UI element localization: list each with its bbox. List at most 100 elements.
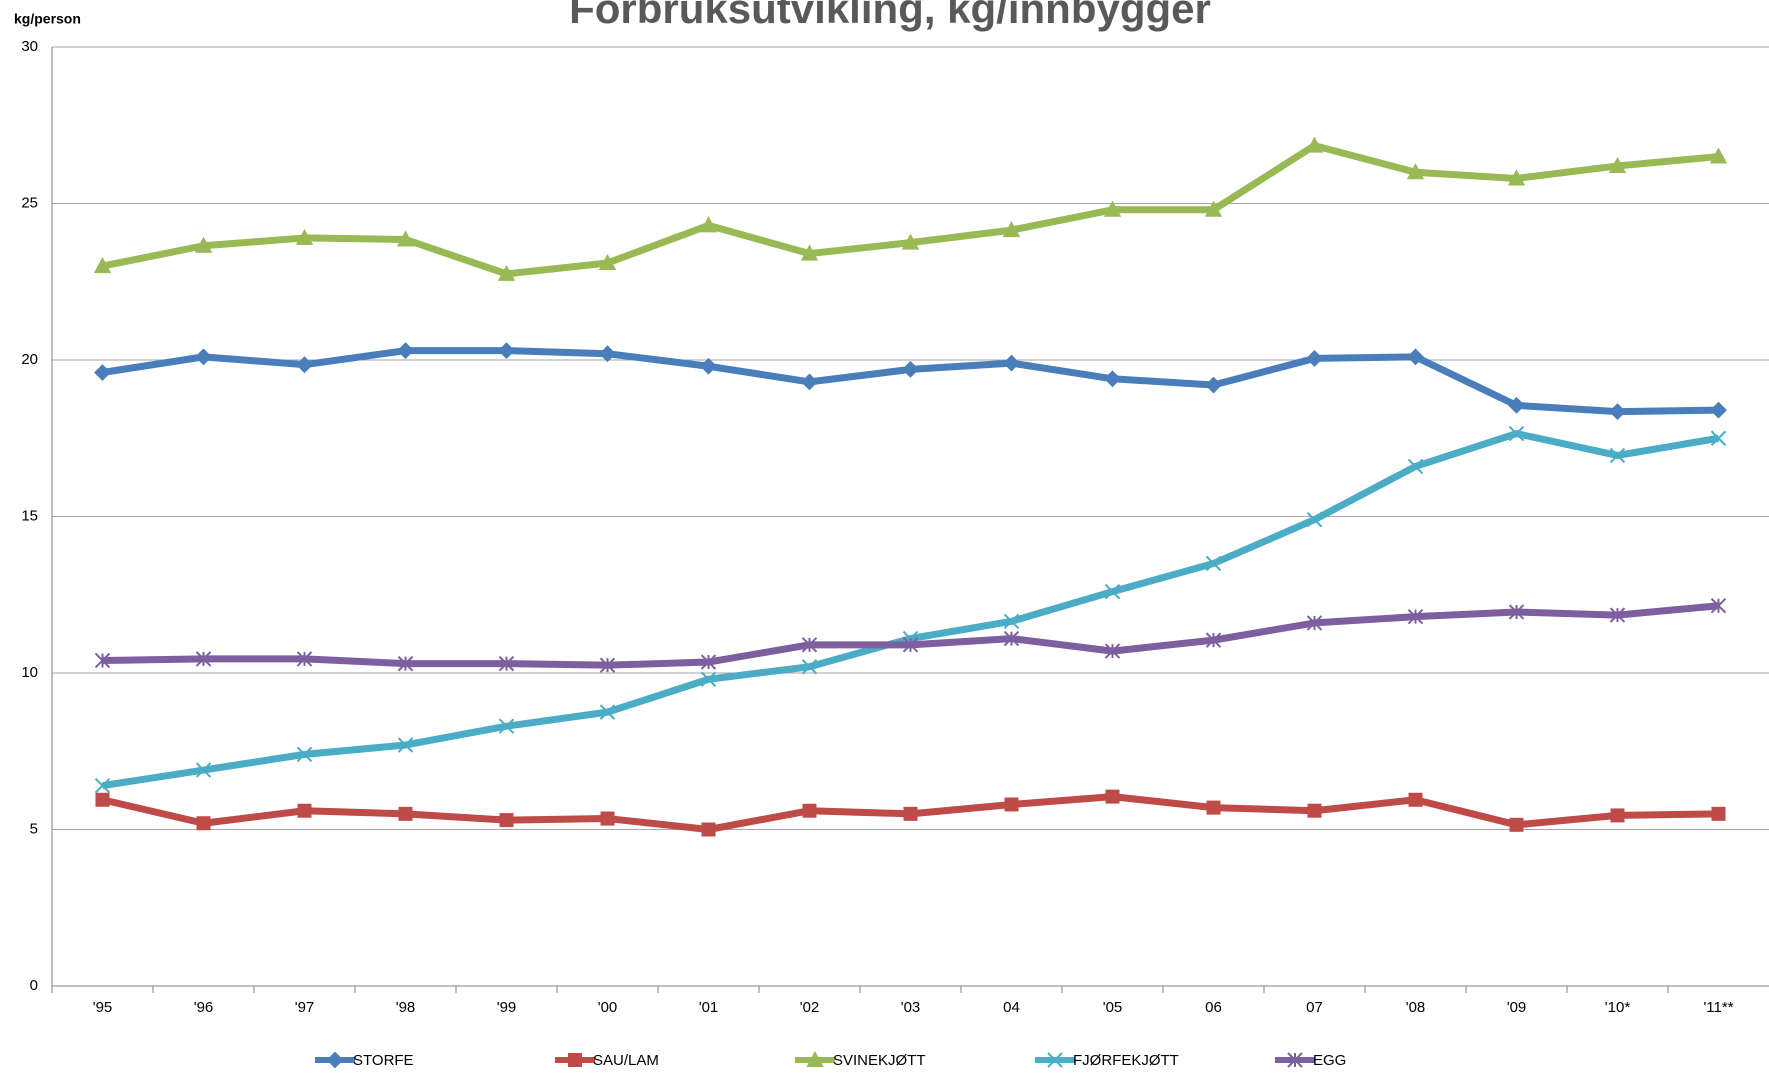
- marker: [398, 806, 413, 821]
- marker: [95, 792, 110, 807]
- marker: [1711, 806, 1726, 821]
- x-tick-label: '99: [497, 999, 517, 1016]
- y-tick-label: 20: [21, 351, 38, 368]
- marker: [94, 777, 111, 794]
- marker: [1103, 200, 1122, 217]
- marker: [94, 364, 111, 381]
- marker: [1205, 376, 1222, 394]
- marker: [396, 230, 415, 247]
- marker: [700, 671, 717, 687]
- marker: [1709, 147, 1728, 164]
- marker: [195, 651, 212, 667]
- marker: [1609, 607, 1626, 623]
- series: [94, 425, 1727, 794]
- marker: [498, 342, 515, 360]
- marker: [1407, 458, 1424, 475]
- marker: [800, 244, 819, 261]
- line: [101, 430, 1720, 790]
- chart-title: Forbruksutvikling, kg/innbygger: [569, 0, 1211, 32]
- legend-label: STORFE: [353, 1052, 414, 1069]
- marker: [1508, 396, 1525, 414]
- marker: [1408, 792, 1423, 807]
- marker: [1710, 597, 1727, 614]
- marker: [568, 1053, 582, 1067]
- marker: [93, 256, 112, 274]
- y-tick-label: 5: [30, 820, 38, 837]
- marker: [296, 356, 313, 374]
- marker: [195, 762, 212, 778]
- marker: [1609, 403, 1626, 421]
- marker: [801, 659, 818, 675]
- series: [94, 342, 1727, 421]
- marker: [1287, 1052, 1303, 1068]
- marker: [1305, 136, 1324, 153]
- marker: [902, 637, 919, 653]
- x-tick-label: 07: [1306, 999, 1323, 1016]
- marker: [196, 816, 211, 831]
- marker: [806, 1050, 824, 1067]
- marker: [700, 654, 717, 670]
- marker: [1104, 583, 1121, 600]
- series: [94, 597, 1727, 673]
- marker: [802, 803, 817, 818]
- marker: [1204, 200, 1223, 217]
- marker: [599, 704, 616, 720]
- marker: [901, 233, 920, 250]
- marker: [1002, 220, 1021, 238]
- x-tick-label: '09: [1507, 999, 1527, 1016]
- marker: [599, 657, 616, 673]
- legend-label: SAU/LAM: [593, 1052, 659, 1069]
- x-tick-label: '05: [1103, 999, 1123, 1016]
- series: [95, 789, 1726, 837]
- x-tick-label: '00: [598, 999, 618, 1016]
- marker: [326, 1051, 344, 1069]
- legend-label: SVINEKJØTT: [833, 1052, 926, 1069]
- marker: [1003, 613, 1020, 630]
- marker: [397, 737, 414, 753]
- marker: [1004, 797, 1019, 812]
- marker: [1306, 511, 1323, 528]
- marker: [1104, 643, 1121, 659]
- y-tick-label: 0: [30, 977, 38, 994]
- marker: [498, 718, 515, 734]
- marker: [94, 652, 111, 669]
- marker: [498, 655, 515, 672]
- marker: [1307, 803, 1322, 818]
- marker: [1306, 615, 1323, 631]
- x-tick-label: 06: [1205, 999, 1222, 1016]
- marker: [1205, 632, 1222, 648]
- marker: [1508, 425, 1525, 442]
- x-tick-label: '02: [800, 999, 820, 1016]
- marker: [295, 228, 314, 245]
- marker: [1003, 630, 1020, 647]
- marker: [1406, 163, 1425, 180]
- x-tick-label: '08: [1406, 999, 1426, 1016]
- marker: [1105, 789, 1120, 804]
- x-tick-label: '97: [295, 999, 315, 1016]
- marker: [902, 360, 919, 378]
- x-tick-label: '96: [194, 999, 214, 1016]
- x-tick-label: 04: [1003, 999, 1020, 1016]
- marker: [1407, 348, 1424, 366]
- marker: [801, 637, 818, 653]
- x-tick-label: '03: [901, 999, 921, 1016]
- marker: [296, 651, 313, 667]
- x-tick-label: '10*: [1605, 999, 1631, 1016]
- marker: [1407, 608, 1424, 625]
- y-tick-label: 30: [21, 38, 38, 55]
- legend-label: EGG: [1313, 1052, 1346, 1069]
- x-tick-label: '98: [396, 999, 416, 1016]
- marker: [1508, 604, 1525, 620]
- marker: [397, 655, 414, 672]
- marker: [195, 348, 212, 366]
- marker: [600, 811, 615, 826]
- marker: [701, 822, 716, 837]
- marker: [700, 357, 717, 375]
- series: [93, 136, 1728, 281]
- marker: [194, 236, 213, 253]
- marker: [1206, 800, 1221, 815]
- marker: [903, 806, 918, 821]
- marker: [1507, 169, 1526, 186]
- marker: [1609, 447, 1626, 464]
